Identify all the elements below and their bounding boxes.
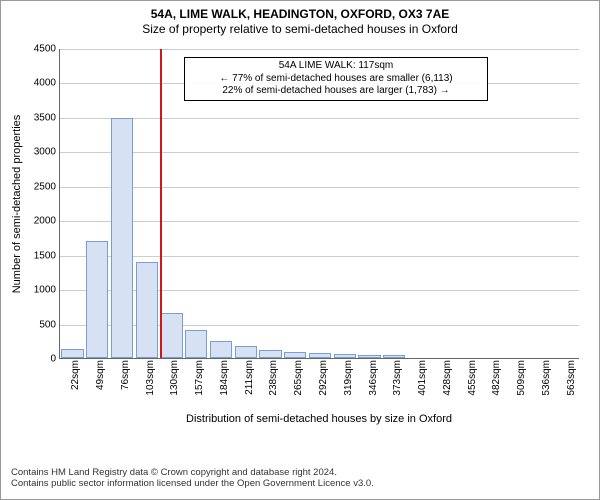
x-tick-label: 211sqm [244,360,255,395]
histogram-bar [334,354,356,358]
gridline [60,49,579,50]
y-axis-label: Number of semi-detached properties [11,115,23,294]
histogram-bar [86,241,108,358]
x-tick-label: 292sqm [318,360,329,396]
y-tick-label: 2500 [34,181,60,192]
x-tick-label: 265sqm [293,360,304,396]
y-tick-label: 3500 [34,112,60,123]
x-tick-label: 49sqm [95,360,106,390]
x-tick-label: 536sqm [541,360,552,396]
x-tick-label: 401sqm [417,360,428,396]
x-tick-label: 373sqm [392,360,403,396]
x-tick-label: 455sqm [467,360,478,396]
histogram-bar [61,349,83,358]
x-tick-label: 319sqm [343,360,354,396]
y-tick-label: 3000 [34,147,60,158]
histogram-bar [136,262,158,358]
annotation-box: 54A LIME WALK: 117sqm← 77% of semi-detac… [184,57,488,101]
histogram-bar [284,352,306,358]
x-tick-label: 238sqm [268,360,279,396]
histogram-bar [235,346,257,358]
chart-container: 54A, LIME WALK, HEADINGTON, OXFORD, OX3 … [0,0,600,500]
x-tick-label: 509sqm [516,360,527,396]
plot-area: 05001000150020002500300035004000450022sq… [59,49,579,359]
histogram-bar [160,313,182,358]
x-tick-label: 563sqm [566,360,577,396]
histogram-bar [111,118,133,358]
x-tick-label: 482sqm [491,360,502,396]
y-tick-label: 0 [50,354,60,365]
footer-attribution: Contains HM Land Registry data © Crown c… [11,467,374,490]
histogram-bar [358,355,380,358]
x-tick-label: 184sqm [219,360,230,396]
annotation-line: ← 77% of semi-detached houses are smalle… [191,73,481,86]
reference-line [160,49,162,358]
footer-line2: Contains public sector information licen… [11,478,374,489]
x-tick-label: 346sqm [368,360,379,396]
histogram-bar [259,350,281,358]
x-tick-label: 76sqm [120,360,131,390]
footer-line1: Contains HM Land Registry data © Crown c… [11,467,374,478]
y-tick-label: 1500 [34,250,60,261]
histogram-bar [309,353,331,358]
x-tick-label: 103sqm [145,360,156,396]
y-tick-label: 1000 [34,285,60,296]
annotation-line: 22% of semi-detached houses are larger (… [191,85,481,98]
gridline [60,256,579,257]
histogram-bar [210,341,232,358]
histogram-bar [185,330,207,358]
y-tick-label: 500 [39,319,60,330]
x-tick-label: 157sqm [194,360,205,396]
gridline [60,118,579,119]
histogram-bar [383,355,405,358]
gridline [60,152,579,153]
y-tick-label: 4500 [34,44,60,55]
x-tick-label: 130sqm [169,360,180,396]
chart-title-line2: Size of property relative to semi-detach… [1,22,599,37]
x-tick-label: 428sqm [442,360,453,396]
y-tick-label: 2000 [34,216,60,227]
y-tick-label: 4000 [34,78,60,89]
annotation-line: 54A LIME WALK: 117sqm [191,60,481,73]
chart-title-line1: 54A, LIME WALK, HEADINGTON, OXFORD, OX3 … [1,7,599,22]
gridline [60,187,579,188]
x-tick-label: 22sqm [70,360,81,390]
gridline [60,221,579,222]
x-axis-label: Distribution of semi-detached houses by … [186,413,452,425]
